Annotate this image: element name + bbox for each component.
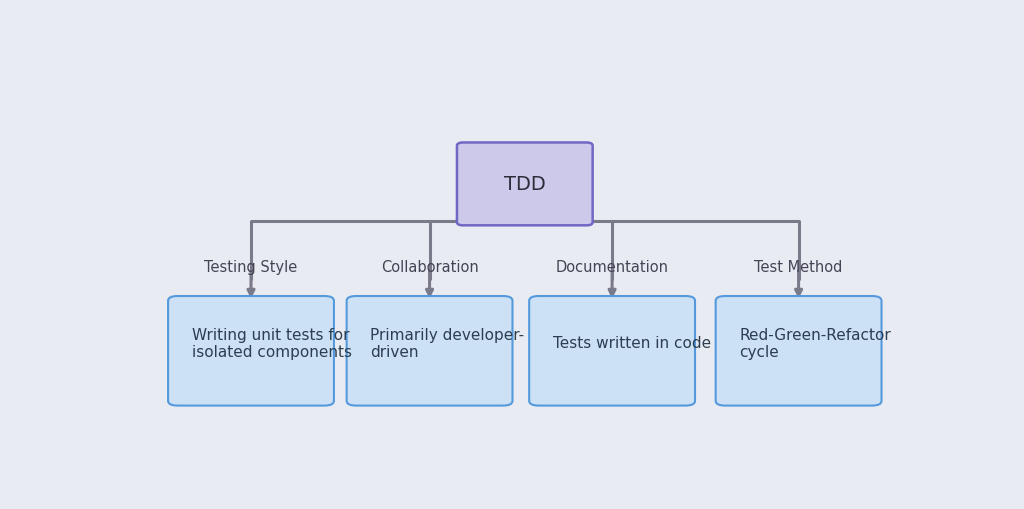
FancyBboxPatch shape: [529, 296, 695, 406]
Text: TDD: TDD: [504, 175, 546, 194]
Text: Collaboration: Collaboration: [381, 260, 478, 274]
Text: Test Method: Test Method: [755, 260, 843, 274]
Text: Writing unit tests for
isolated components: Writing unit tests for isolated componen…: [191, 327, 352, 359]
Text: Tests written in code: Tests written in code: [553, 336, 711, 351]
FancyBboxPatch shape: [716, 296, 882, 406]
Text: Red-Green-Refactor
cycle: Red-Green-Refactor cycle: [739, 327, 891, 359]
Text: Testing Style: Testing Style: [205, 260, 298, 274]
Text: Documentation: Documentation: [556, 260, 669, 274]
FancyBboxPatch shape: [457, 143, 593, 226]
FancyBboxPatch shape: [168, 296, 334, 406]
Text: Primarily developer-
driven: Primarily developer- driven: [371, 327, 524, 359]
FancyBboxPatch shape: [347, 296, 512, 406]
